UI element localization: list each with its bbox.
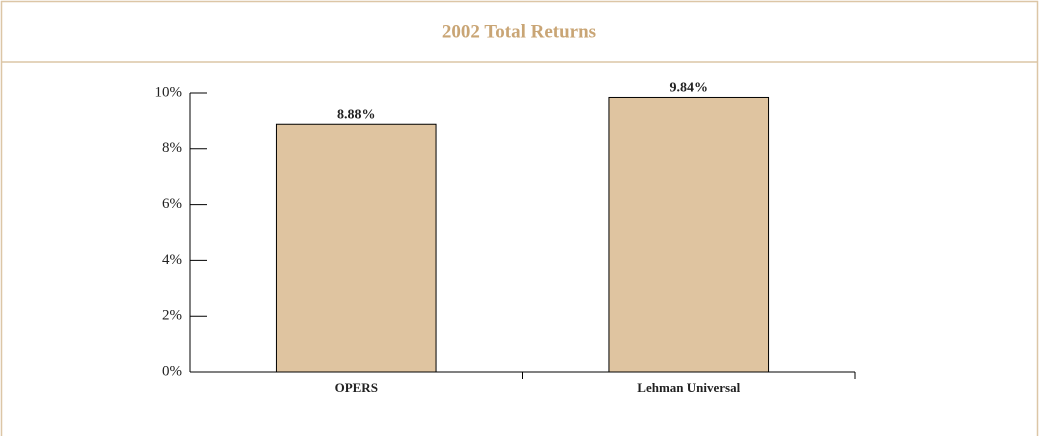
y-tick-label: 0% bbox=[162, 363, 182, 379]
y-tick-label: 8% bbox=[162, 140, 182, 156]
chart-title: 2002 Total Returns bbox=[442, 21, 596, 42]
bar bbox=[275, 123, 437, 373]
value-label: 9.84% bbox=[670, 81, 709, 96]
bar bbox=[608, 96, 770, 373]
y-tick-label: 4% bbox=[162, 252, 182, 268]
x-tick-label: OPERS bbox=[335, 380, 378, 395]
value-label: 8.88% bbox=[337, 107, 376, 122]
y-tick-label: 6% bbox=[162, 196, 182, 212]
y-tick-label: 10% bbox=[155, 84, 183, 100]
y-tick-label: 2% bbox=[162, 308, 182, 324]
x-tick-label: Lehman Universal bbox=[637, 380, 740, 395]
